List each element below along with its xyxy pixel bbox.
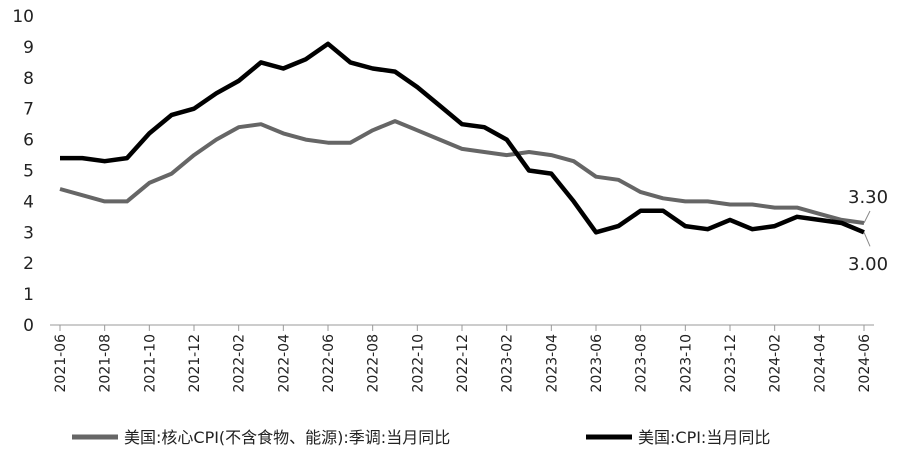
y-tick-label-5: 5 <box>23 162 34 182</box>
x-tick-label-2023-06: 2023-06 <box>589 334 605 393</box>
x-tick-label-2024-04: 2024-04 <box>812 334 828 393</box>
x-tick-label-2022-04: 2022-04 <box>276 334 292 393</box>
y-tick-label-10: 10 <box>12 7 34 27</box>
x-tick-label-2022-02: 2022-02 <box>232 334 248 393</box>
y-axis-labels: 0 1 2 3 4 5 6 7 8 9 10 <box>12 7 34 336</box>
end-labels: 3.30 3.00 <box>848 187 888 275</box>
y-tick-label-9: 9 <box>23 38 34 58</box>
y-tick-label-8: 8 <box>23 69 34 89</box>
x-axis-ticks <box>59 325 865 331</box>
x-tick-label-2022-08: 2022-08 <box>366 334 382 393</box>
y-tick-label-3: 3 <box>23 223 34 243</box>
x-tick-label-2021-12: 2021-12 <box>187 334 203 393</box>
end-label-leader-core-cpi <box>863 210 871 224</box>
y-tick-label-7: 7 <box>23 100 34 120</box>
x-tick-label-2024-06: 2024-06 <box>857 334 873 393</box>
x-axis-labels: 2021-06 2021-08 2021-10 2021-12 2022-02 2022-… <box>53 334 873 393</box>
series-lines <box>59 41 865 235</box>
x-tick-label-2023-08: 2023-08 <box>634 334 650 393</box>
legend-label-core-cpi: 美国:核心CPI(不含食物、能源):季调:当月同比 <box>124 428 450 447</box>
x-tick-label-2021-06: 2021-06 <box>53 334 69 393</box>
series-line-cpi <box>60 41 865 235</box>
x-tick-label-2023-12: 2023-12 <box>723 334 739 393</box>
legend-label-cpi: 美国:CPI:当月同比 <box>638 428 770 447</box>
x-tick-label-2023-02: 2023-02 <box>500 334 516 393</box>
x-tick-label-2023-04: 2023-04 <box>544 334 560 393</box>
x-tick-label-2022-10: 2022-10 <box>410 334 426 393</box>
x-tick-label-2022-12: 2022-12 <box>455 334 471 393</box>
x-tick-label-2023-10: 2023-10 <box>678 334 694 393</box>
y-tick-label-2: 2 <box>23 254 34 274</box>
end-label-leader-cpi <box>863 232 871 247</box>
x-tick-label-2024-02: 2024-02 <box>768 334 784 393</box>
end-label-core-cpi: 3.30 <box>848 187 888 208</box>
y-tick-label-6: 6 <box>23 131 34 151</box>
y-tick-label-0: 0 <box>23 316 34 336</box>
end-label-cpi: 3.00 <box>848 254 888 275</box>
y-tick-label-1: 1 <box>23 285 34 305</box>
series-line-core-cpi <box>59 119 865 225</box>
x-tick-label-2022-06: 2022-06 <box>321 334 337 393</box>
x-tick-label-2021-10: 2021-10 <box>142 334 158 393</box>
legend: 美国:核心CPI(不含食物、能源):季调:当月同比 美国:CPI:当月同比 <box>72 428 770 447</box>
y-tick-label-4: 4 <box>23 192 34 212</box>
x-tick-label-2021-08: 2021-08 <box>98 334 114 393</box>
